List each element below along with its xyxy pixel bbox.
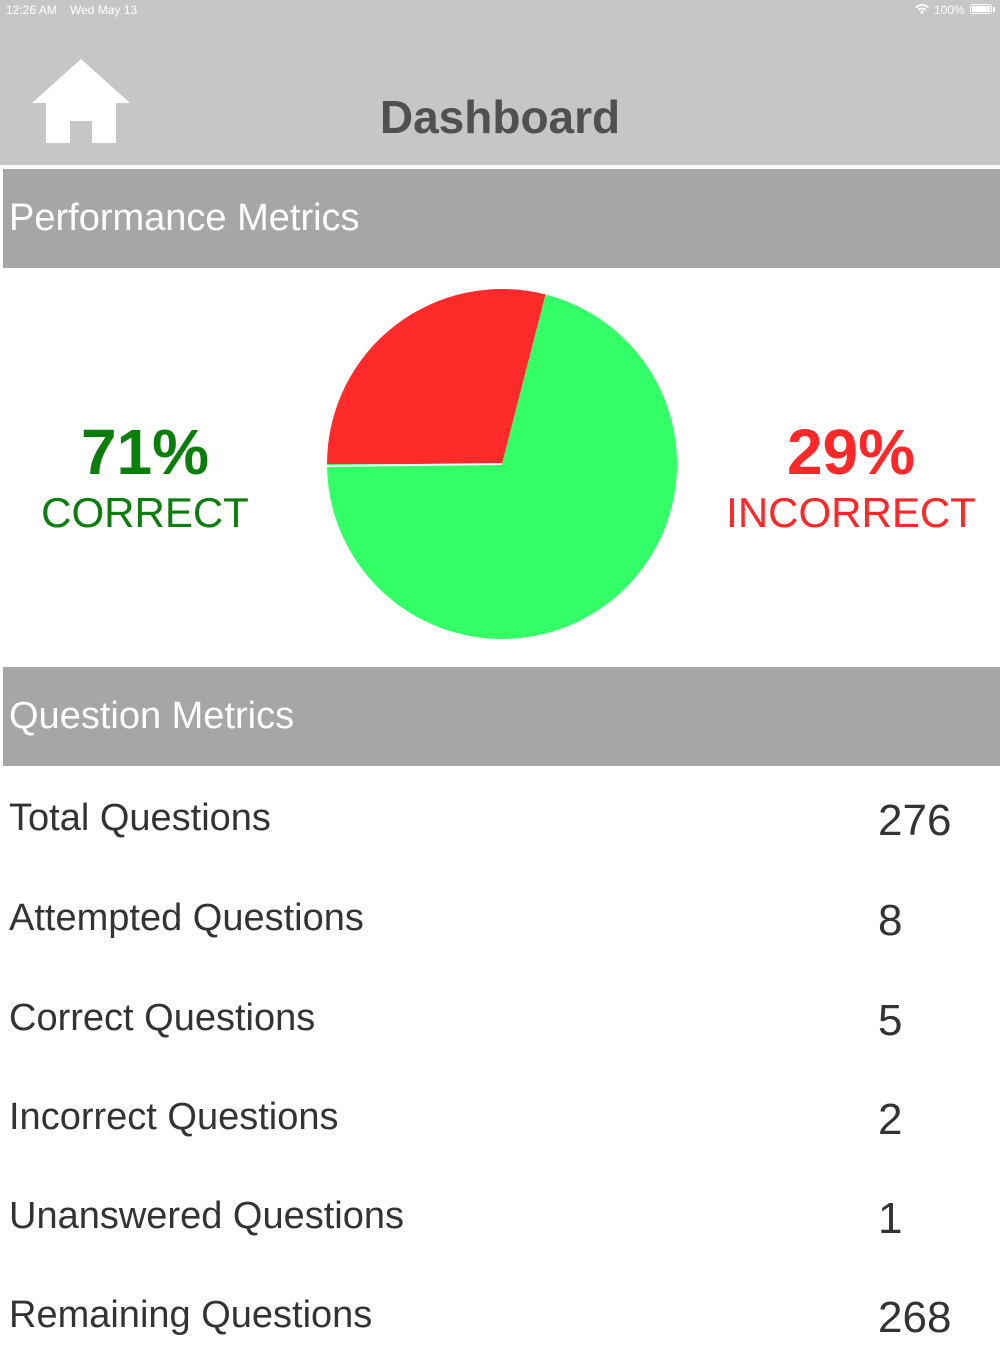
metric-row-unanswered: Unanswered Questions 1 (0, 1175, 1000, 1255)
performance-metrics-title: Performance Metrics (9, 197, 360, 239)
metric-label: Total Questions (9, 797, 271, 839)
pie-slice-incorrect (327, 289, 546, 464)
incorrect-stat: 29% INCORRECT (706, 416, 996, 538)
pie-slice-separator (326, 463, 503, 467)
status-date: Wed May 13 (70, 3, 138, 17)
question-metrics-header: Question Metrics (3, 667, 1000, 766)
metric-row-incorrect: Incorrect Questions 2 (0, 1076, 1000, 1156)
metric-value: 268 (878, 1293, 952, 1342)
metric-value: 5 (878, 996, 903, 1045)
metric-label: Correct Questions (9, 997, 316, 1039)
navigation-bar: 12:26 AM Wed May 13 100% Dashboard (0, 0, 1000, 165)
metric-row-total: Total Questions 276 (0, 777, 1000, 857)
metric-label: Unanswered Questions (9, 1195, 404, 1237)
performance-metrics-header: Performance Metrics (3, 169, 1000, 268)
page-title: Dashboard (379, 91, 621, 143)
incorrect-label: INCORRECT (726, 489, 976, 536)
metric-label: Remaining Questions (9, 1294, 373, 1336)
correct-stat: 71% CORRECT (0, 416, 290, 538)
metric-value: 276 (878, 796, 952, 845)
home-icon[interactable] (30, 55, 132, 147)
question-metrics-title: Question Metrics (9, 695, 295, 737)
performance-pie-chart (325, 287, 679, 641)
metric-label: Attempted Questions (9, 897, 364, 939)
metric-row-remaining: Remaining Questions 268 (0, 1274, 1000, 1354)
metric-row-correct: Correct Questions 5 (0, 977, 1000, 1057)
metric-label: Incorrect Questions (9, 1096, 339, 1138)
metric-value: 8 (878, 896, 903, 945)
divider (0, 165, 1000, 169)
metric-value: 1 (878, 1194, 903, 1243)
battery-percentage: 100% (934, 3, 965, 17)
status-time: 12:26 AM (6, 3, 57, 17)
pie-chart-svg (326, 289, 677, 639)
pie-slice-correct (327, 294, 677, 639)
metric-row-attempted: Attempted Questions 8 (0, 877, 1000, 957)
incorrect-percentage: 29% (786, 416, 916, 488)
metric-value: 2 (878, 1095, 903, 1144)
battery-icon (970, 4, 992, 14)
wifi-icon (915, 4, 929, 14)
correct-percentage: 71% (80, 416, 210, 488)
correct-label: CORRECT (41, 489, 249, 536)
